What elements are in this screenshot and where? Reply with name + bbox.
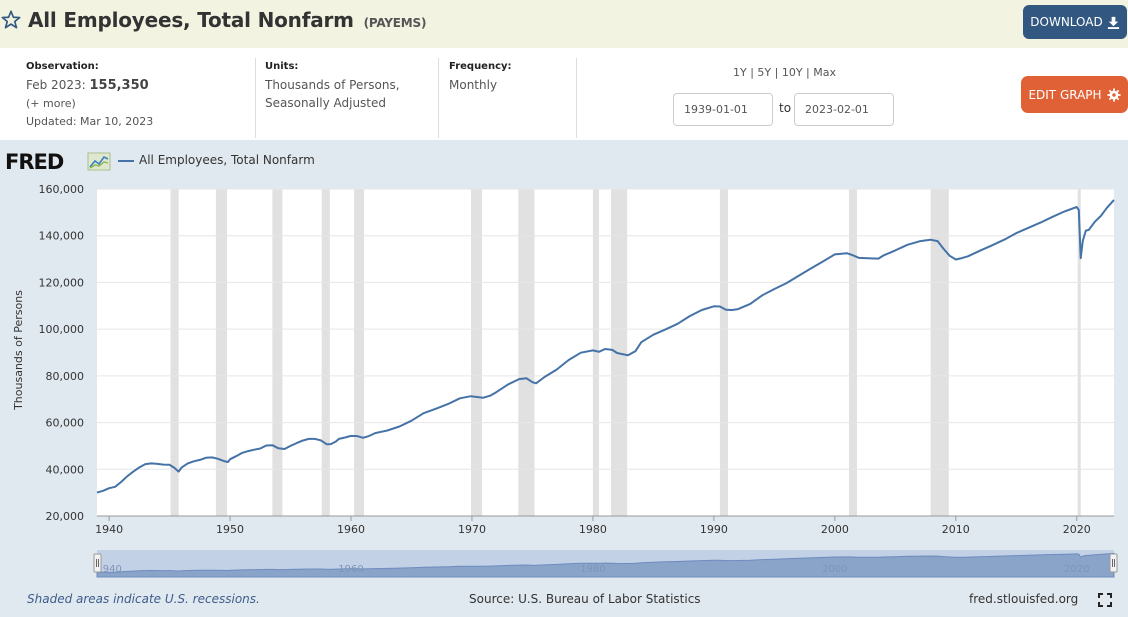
download-button[interactable]: DOWNLOAD [1023, 5, 1127, 39]
range-links: 1Y | 5Y | 10Y | Max [733, 66, 837, 79]
plot-area [97, 189, 1114, 516]
recession-band [470, 189, 483, 516]
x-tick-label: 1960 [337, 523, 365, 536]
recession-band [930, 189, 949, 516]
fred-logo[interactable]: FRED [5, 149, 113, 175]
recession-band [1077, 189, 1081, 516]
navigator-label: 1980 [580, 564, 605, 575]
y-tick-label: 100,000 [39, 323, 85, 336]
recession-band [215, 189, 228, 516]
recession-note: Shaded areas indicate U.S. recessions. [27, 592, 260, 606]
y-tick-label: 60,000 [46, 417, 85, 430]
line-chart[interactable]: 20,000 40,000 60,000 80,000 100,000 120,000 14… [0, 180, 1128, 540]
recession-band [592, 189, 599, 516]
y-tick-label: 20,000 [46, 510, 85, 523]
metadata-bar: Observation: Feb 2023: 155,350 (+ more) … [0, 48, 1128, 140]
observation-value: 155,350 [89, 78, 149, 93]
series-title: All Employees, Total Nonfarm (PAYEMS) [28, 8, 426, 32]
y-tick-label: 160,000 [39, 183, 85, 196]
download-icon [1107, 16, 1119, 29]
navigator-label: 2020 [1064, 564, 1089, 575]
x-tick-label: 1940 [95, 523, 123, 536]
y-axis-label: Thousands of Persons [12, 290, 25, 411]
observation-date: Feb 2023: [26, 78, 86, 92]
title-bar: All Employees, Total Nonfarm (PAYEMS) DO… [0, 0, 1128, 48]
recession-band [321, 189, 330, 516]
frequency-value: Monthly [449, 78, 498, 92]
divider [255, 58, 256, 138]
x-tick-marks [97, 515, 1114, 521]
star-icon[interactable] [0, 9, 22, 31]
x-tick-label: 2000 [821, 523, 849, 536]
edit-graph-label: EDIT GRAPH [1028, 87, 1102, 102]
y-tick-label: 120,000 [39, 276, 85, 289]
y-tick-label: 40,000 [46, 463, 85, 476]
x-tick-label: 2010 [942, 523, 970, 536]
divider [576, 58, 577, 138]
recession-band [518, 189, 535, 516]
navigator-label: 2000 [822, 564, 847, 575]
range-navigator[interactable]: 1940 1960 1980 2000 2020 [0, 545, 1128, 580]
recession-band [170, 189, 179, 516]
navigator-label: 1940 [96, 564, 121, 575]
recession-band [719, 189, 729, 516]
frequency-label: Frequency: [449, 61, 512, 72]
observation-block: Observation: Feb 2023: 155,350 (+ more) … [26, 58, 153, 131]
divider [438, 58, 439, 138]
frequency-block: Frequency: Monthly [449, 58, 512, 94]
range-link-5y[interactable]: 5Y [757, 66, 772, 79]
navigator-labels: 1940 1960 1980 2000 2020 [96, 564, 1089, 575]
recession-band [272, 189, 283, 516]
x-tick-label: 1990 [700, 523, 728, 536]
x-tick-labels: 1940 1950 1960 1970 1980 1990 2000 2010 2020 [95, 523, 1091, 536]
start-date-input[interactable]: 1939-01-01 [673, 93, 773, 126]
legend-line-swatch [118, 160, 134, 162]
series-id: (PAYEMS) [363, 16, 427, 30]
fred-chart-icon [87, 152, 111, 171]
units-value-line2: Seasonally Adjusted [265, 96, 387, 110]
x-tick-label: 1980 [579, 523, 607, 536]
units-label: Units: [265, 61, 299, 72]
navigator-left-handle[interactable] [93, 553, 102, 573]
navigator-label: 1960 [338, 564, 363, 575]
download-label: DOWNLOAD [1030, 15, 1103, 29]
navigator-series-area [96, 552, 1115, 578]
range-link-10y[interactable]: 10Y [781, 66, 803, 79]
units-value-line1: Thousands of Persons, [265, 78, 400, 92]
edit-graph-button[interactable]: EDIT GRAPH [1021, 76, 1128, 113]
x-tick-label: 1970 [458, 523, 486, 536]
fred-url[interactable]: fred.stlouisfed.org [969, 592, 1079, 606]
fullscreen-icon[interactable] [1098, 593, 1112, 607]
end-date-input[interactable]: 2023-02-01 [794, 93, 894, 126]
x-tick-label: 1950 [216, 523, 244, 536]
source-text: Source: U.S. Bureau of Labor Statistics [469, 592, 701, 606]
more-link[interactable]: (+ more) [26, 97, 76, 110]
navigator-right-handle[interactable] [1109, 553, 1118, 573]
to-label: to [779, 101, 792, 115]
units-block: Units: Thousands of Persons, Seasonally … [265, 58, 400, 112]
y-tick-label: 80,000 [46, 370, 85, 383]
range-link-max[interactable]: Max [813, 66, 837, 79]
x-tick-label: 2020 [1063, 523, 1091, 536]
recession-band [848, 189, 857, 516]
observation-label: Observation: [26, 61, 99, 72]
gear-icon [1107, 87, 1121, 102]
legend-series-name: All Employees, Total Nonfarm [139, 153, 315, 167]
range-link-1y[interactable]: 1Y [733, 66, 747, 79]
y-tick-label: 140,000 [39, 230, 85, 243]
fred-logo-text: FRED [5, 150, 64, 174]
series-title-text: All Employees, Total Nonfarm [28, 8, 354, 32]
updated-date: Updated: Mar 10, 2023 [26, 115, 154, 128]
recession-band [354, 189, 365, 516]
series-line [96, 199, 1115, 494]
y-tick-labels: 20,000 40,000 60,000 80,000 100,000 120,000 14… [39, 183, 85, 523]
